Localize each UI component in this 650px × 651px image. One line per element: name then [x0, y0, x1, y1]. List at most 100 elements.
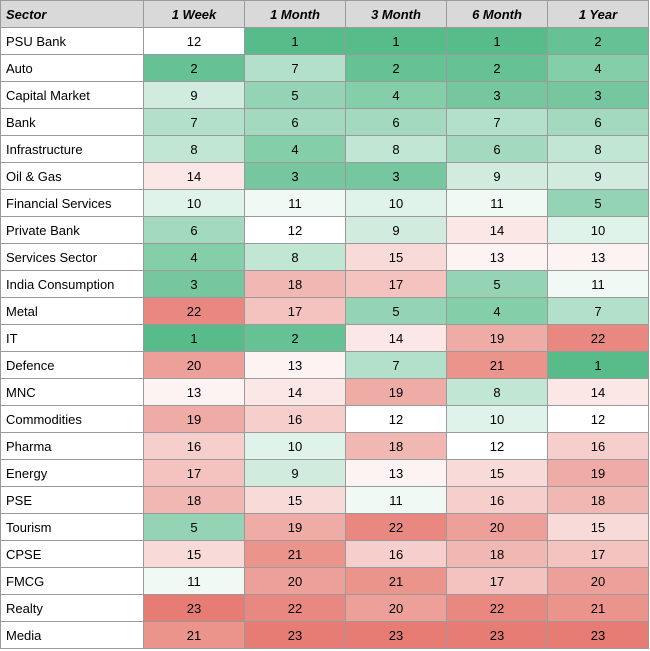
rank-cell: 2 — [244, 324, 346, 352]
rank-cell: 8 — [345, 135, 447, 163]
sector-name-cell: Oil & Gas — [0, 162, 144, 190]
rank-cell: 13 — [547, 243, 649, 271]
sector-name-cell: Realty — [0, 594, 144, 622]
rank-cell: 11 — [547, 270, 649, 298]
rank-cell: 6 — [345, 108, 447, 136]
rank-cell: 6 — [244, 108, 346, 136]
rank-cell: 11 — [446, 189, 548, 217]
rank-cell: 19 — [143, 405, 245, 433]
rank-cell: 7 — [446, 108, 548, 136]
sector-name-cell: IT — [0, 324, 144, 352]
rank-cell: 16 — [446, 486, 548, 514]
table-row: IT 1 2 14 19 22 — [0, 324, 649, 352]
rank-cell: 22 — [143, 297, 245, 325]
sector-name-cell: Bank — [0, 108, 144, 136]
sector-name-cell: Services Sector — [0, 243, 144, 271]
rank-cell: 11 — [244, 189, 346, 217]
rank-cell: 8 — [547, 135, 649, 163]
header-1-week: 1 Week — [143, 0, 245, 28]
rank-cell: 14 — [244, 378, 346, 406]
rank-cell: 12 — [446, 432, 548, 460]
rank-cell: 14 — [446, 216, 548, 244]
rank-cell: 21 — [143, 621, 245, 649]
table-row: Energy 17 9 13 15 19 — [0, 459, 649, 487]
rank-cell: 7 — [345, 351, 447, 379]
rank-cell: 17 — [547, 540, 649, 568]
table-row: Media 21 23 23 23 23 — [0, 621, 649, 649]
rank-cell: 15 — [244, 486, 346, 514]
rank-cell: 20 — [143, 351, 245, 379]
rank-cell: 10 — [345, 189, 447, 217]
table-row: India Consumption 3 18 17 5 11 — [0, 270, 649, 298]
sector-name-cell: Metal — [0, 297, 144, 325]
rank-cell: 6 — [446, 135, 548, 163]
table-header: Sector 1 Week 1 Month 3 Month 6 Month 1 … — [0, 0, 649, 28]
sector-name-cell: Infrastructure — [0, 135, 144, 163]
rank-cell: 4 — [244, 135, 346, 163]
rank-cell: 5 — [446, 270, 548, 298]
rank-cell: 19 — [446, 324, 548, 352]
rank-cell: 16 — [547, 432, 649, 460]
sector-name-cell: Commodities — [0, 405, 144, 433]
rank-cell: 1 — [143, 324, 245, 352]
rank-cell: 5 — [244, 81, 346, 109]
rank-cell: 22 — [547, 324, 649, 352]
rank-cell: 13 — [446, 243, 548, 271]
sector-name-cell: Capital Market — [0, 81, 144, 109]
rank-cell: 4 — [143, 243, 245, 271]
rank-cell: 23 — [345, 621, 447, 649]
rank-cell: 17 — [244, 297, 346, 325]
rank-cell: 19 — [345, 378, 447, 406]
rank-cell: 23 — [244, 621, 346, 649]
rank-cell: 4 — [446, 297, 548, 325]
rank-cell: 5 — [547, 189, 649, 217]
rank-cell: 2 — [345, 54, 447, 82]
rank-cell: 5 — [143, 513, 245, 541]
rank-cell: 18 — [345, 432, 447, 460]
rank-cell: 12 — [143, 27, 245, 55]
rank-cell: 12 — [244, 216, 346, 244]
table-row: MNC 13 14 19 8 14 — [0, 378, 649, 406]
table-row: Metal 22 17 5 4 7 — [0, 297, 649, 325]
rank-cell: 23 — [143, 594, 245, 622]
sector-name-cell: PSE — [0, 486, 144, 514]
rank-cell: 20 — [244, 567, 346, 595]
sector-name-cell: MNC — [0, 378, 144, 406]
rank-cell: 10 — [244, 432, 346, 460]
rank-cell: 15 — [345, 243, 447, 271]
rank-cell: 11 — [143, 567, 245, 595]
rank-cell: 3 — [345, 162, 447, 190]
rank-cell: 23 — [446, 621, 548, 649]
rank-cell: 22 — [244, 594, 346, 622]
rank-cell: 7 — [547, 297, 649, 325]
rank-cell: 14 — [143, 162, 245, 190]
rank-cell: 16 — [143, 432, 245, 460]
rank-cell: 16 — [345, 540, 447, 568]
rank-cell: 21 — [547, 594, 649, 622]
rank-cell: 19 — [547, 459, 649, 487]
rank-cell: 17 — [345, 270, 447, 298]
rank-cell: 9 — [143, 81, 245, 109]
sector-name-cell: Financial Services — [0, 189, 144, 217]
rank-cell: 20 — [446, 513, 548, 541]
sector-name-cell: PSU Bank — [0, 27, 144, 55]
rank-cell: 2 — [446, 54, 548, 82]
rank-cell: 1 — [446, 27, 548, 55]
header-6-month: 6 Month — [446, 0, 548, 28]
table-row: Bank 7 6 6 7 6 — [0, 108, 649, 136]
rank-cell: 20 — [547, 567, 649, 595]
table-row: PSU Bank 12 1 1 1 2 — [0, 27, 649, 55]
rank-cell: 2 — [547, 27, 649, 55]
rank-cell: 15 — [446, 459, 548, 487]
table-row: CPSE 15 21 16 18 17 — [0, 540, 649, 568]
rank-cell: 6 — [143, 216, 245, 244]
header-1-month: 1 Month — [244, 0, 346, 28]
rank-cell: 18 — [244, 270, 346, 298]
rank-cell: 22 — [345, 513, 447, 541]
rank-cell: 21 — [244, 540, 346, 568]
rank-cell: 20 — [345, 594, 447, 622]
rank-cell: 10 — [547, 216, 649, 244]
rank-cell: 7 — [244, 54, 346, 82]
rank-cell: 1 — [345, 27, 447, 55]
rank-cell: 18 — [446, 540, 548, 568]
